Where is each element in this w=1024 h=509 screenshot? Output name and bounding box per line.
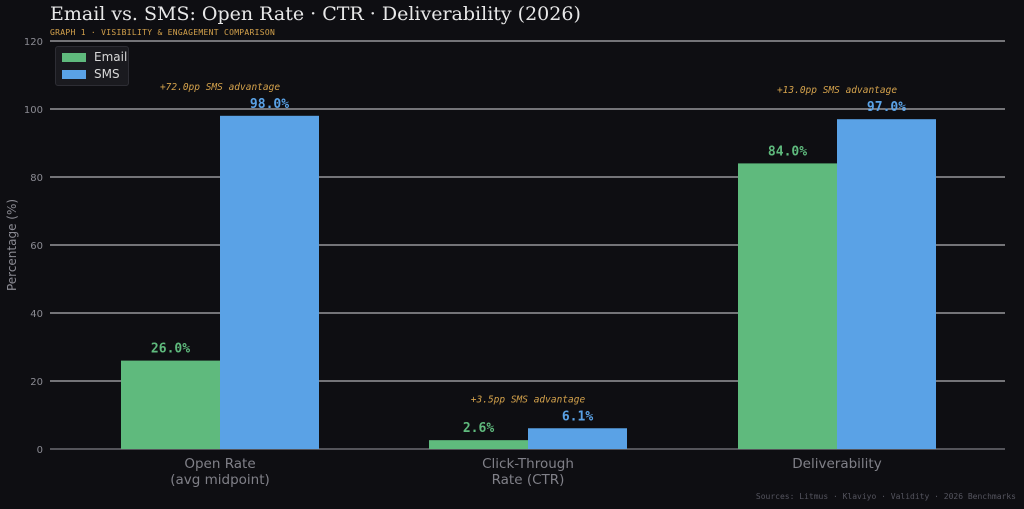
legend-label-email: Email <box>94 50 128 64</box>
data-label-sms: 6.1% <box>562 409 593 424</box>
legend-swatch-sms <box>62 69 86 79</box>
bar-email <box>738 163 837 449</box>
legend-item-email: Email <box>62 50 127 64</box>
chart-subtitle: GRAPH 1 · VISIBILITY & ENGAGEMENT COMPAR… <box>50 28 276 37</box>
y-tick-label: 120 <box>24 37 43 48</box>
x-category-label: Deliverability <box>792 456 881 472</box>
chart-title: Email vs. SMS: Open Rate · CTR · Deliver… <box>50 3 581 25</box>
y-tick-label: 0 <box>37 445 43 456</box>
bar-email <box>121 360 220 449</box>
legend-swatch-email <box>62 52 86 62</box>
y-tick-label: 20 <box>30 377 43 388</box>
y-tick-label: 60 <box>30 241 43 252</box>
data-label-email: 84.0% <box>768 144 807 159</box>
x-category-label: Click-Through <box>482 456 574 472</box>
bar-email <box>429 440 528 449</box>
legend-item-sms: SMS <box>62 67 120 81</box>
data-label-email: 26.0% <box>151 342 190 357</box>
data-label-email: 2.6% <box>463 421 494 436</box>
advantage-annotation: +72.0pp SMS advantage <box>160 82 280 93</box>
source-note: Sources: Litmus · Klaviyo · Validity · 2… <box>755 492 1016 501</box>
data-label-sms: 98.0% <box>250 97 289 112</box>
x-category-label: Rate (CTR) <box>492 472 565 488</box>
advantage-annotation: +3.5pp SMS advantage <box>471 394 586 405</box>
x-category-label: (avg midpoint) <box>170 472 270 488</box>
legend-label-sms: SMS <box>94 67 120 81</box>
y-tick-label: 100 <box>24 105 43 116</box>
bar-sms <box>528 428 627 449</box>
y-tick-label: 40 <box>30 309 43 320</box>
x-category-label: Open Rate <box>184 456 255 472</box>
bar-sms <box>220 115 319 450</box>
data-label-sms: 97.0% <box>867 100 906 115</box>
bar-sms <box>837 119 936 449</box>
legend: Email SMS <box>55 46 129 86</box>
advantage-annotation: +13.0pp SMS advantage <box>777 85 897 96</box>
y-tick-label: 80 <box>30 173 43 184</box>
